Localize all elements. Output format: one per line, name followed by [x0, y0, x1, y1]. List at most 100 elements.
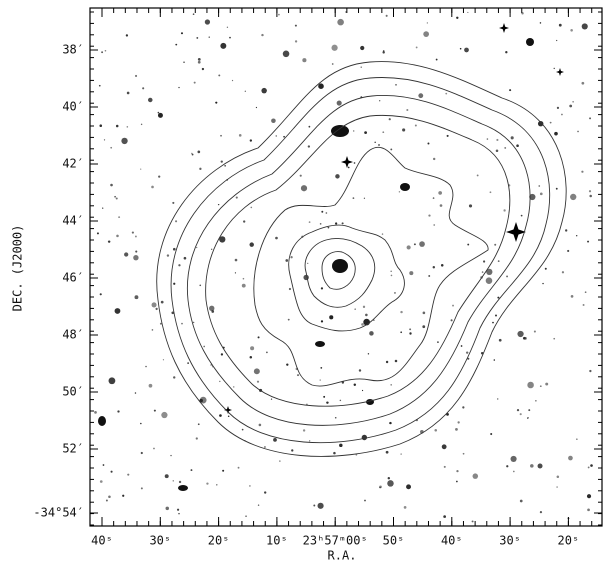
star: [197, 57, 201, 61]
star: [308, 125, 311, 128]
galaxy: [332, 259, 348, 273]
star: [336, 100, 342, 106]
star: [191, 152, 193, 155]
star: [495, 149, 499, 152]
star: [379, 100, 381, 102]
star: [103, 139, 106, 141]
star: [183, 61, 185, 63]
star: [250, 206, 253, 209]
star: [539, 385, 542, 387]
star: [319, 222, 322, 225]
star: [553, 67, 555, 70]
star: [271, 118, 276, 124]
contour: [288, 224, 405, 332]
star: [199, 167, 202, 170]
star: [387, 476, 391, 480]
star: [443, 465, 446, 468]
star: [432, 157, 436, 161]
star: [323, 395, 326, 398]
y-tick-label: 42′: [62, 157, 84, 171]
star: [98, 84, 101, 87]
star: [147, 97, 153, 103]
star: [253, 368, 260, 375]
star: [321, 210, 324, 213]
star: [238, 134, 242, 137]
star: [218, 74, 221, 77]
star: [264, 446, 266, 448]
star: [341, 222, 344, 225]
star: [433, 224, 436, 226]
y-tick-label: 44′: [62, 214, 84, 228]
star: [290, 256, 293, 259]
star: [457, 421, 460, 424]
star: [118, 216, 121, 219]
star: [178, 264, 181, 267]
star: [556, 475, 560, 479]
star: [172, 201, 175, 204]
star: [385, 14, 388, 17]
star: [99, 480, 103, 483]
star: [456, 469, 459, 473]
star: [556, 106, 560, 109]
star: [553, 337, 556, 340]
star: [237, 466, 240, 469]
star: [462, 452, 465, 455]
star: [373, 319, 375, 321]
star: [197, 60, 201, 64]
star: [178, 480, 182, 484]
star: [347, 166, 350, 169]
star: [231, 79, 234, 82]
star: [565, 229, 568, 232]
star: [483, 260, 486, 263]
star: [320, 287, 324, 290]
x-tick-label: 40ˢ: [91, 534, 113, 548]
star: [286, 363, 289, 366]
star: [353, 383, 357, 386]
star: [438, 191, 443, 195]
star: [409, 271, 414, 276]
star: [400, 310, 403, 314]
star: [406, 484, 411, 490]
star: [556, 486, 558, 488]
star: [162, 359, 165, 361]
x-tick-label: 30ˢ: [499, 534, 521, 548]
star: [222, 469, 225, 472]
star: [381, 233, 384, 235]
star: [390, 274, 393, 277]
star: [329, 315, 334, 320]
star: [173, 282, 176, 285]
star: [117, 410, 120, 413]
star: [197, 150, 201, 154]
star: [107, 240, 111, 243]
star: [409, 328, 412, 331]
star: [135, 74, 138, 77]
star: [365, 313, 368, 317]
star: [561, 271, 565, 274]
star: [115, 197, 118, 200]
star: [178, 86, 180, 89]
star: [227, 415, 230, 418]
star: [191, 153, 194, 156]
star: [155, 307, 158, 311]
star: [114, 308, 121, 314]
star: [382, 51, 385, 54]
star: [320, 320, 324, 323]
star: [241, 428, 244, 431]
star: [326, 401, 329, 404]
star: [570, 29, 573, 32]
star: [389, 421, 392, 425]
star: [317, 502, 324, 509]
star: [432, 197, 435, 199]
star: [394, 292, 396, 294]
star: [503, 209, 506, 212]
star: [140, 487, 143, 490]
star: [201, 67, 205, 71]
star: [249, 356, 253, 359]
y-axis-label: DEC. (J2000): [11, 225, 25, 312]
y-tick-label: 38′: [62, 43, 84, 57]
star: [331, 63, 334, 65]
star: [226, 26, 229, 28]
star: [160, 300, 164, 304]
star: [353, 162, 356, 164]
star: [432, 266, 436, 269]
